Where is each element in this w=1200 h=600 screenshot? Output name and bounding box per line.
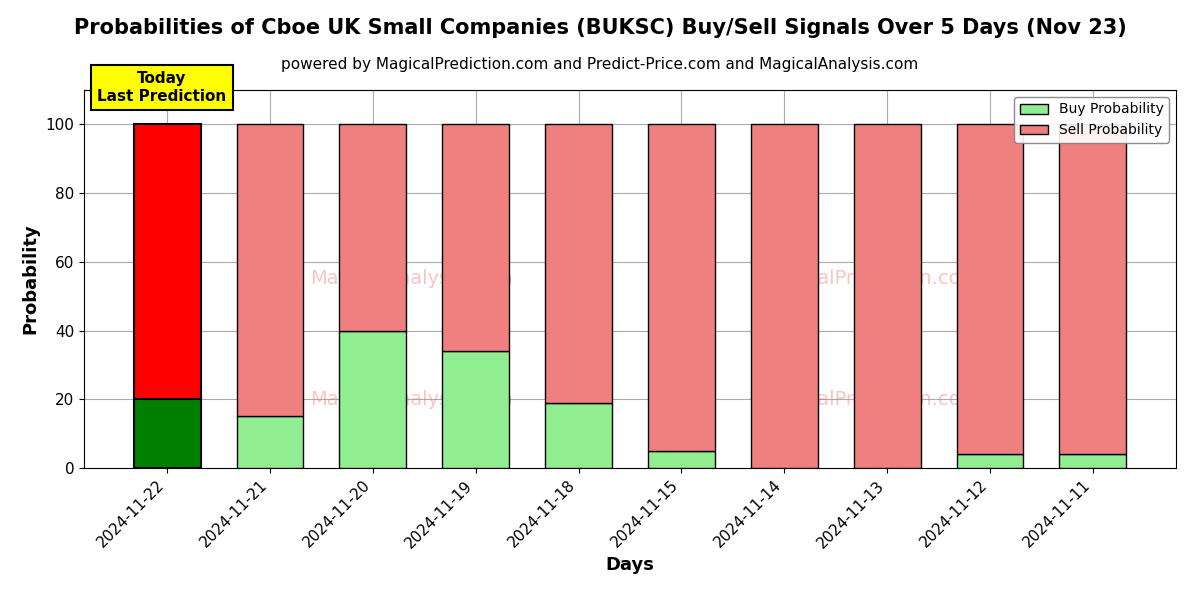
Bar	[956, 124, 1024, 454]
Bar	[751, 124, 817, 468]
Bar	[648, 124, 715, 451]
Bar	[545, 124, 612, 403]
Bar	[133, 399, 200, 468]
Bar	[133, 124, 200, 399]
Bar	[236, 416, 304, 468]
Text: Probabilities of Cboe UK Small Companies (BUKSC) Buy/Sell Signals Over 5 Days (N: Probabilities of Cboe UK Small Companies…	[73, 18, 1127, 38]
Text: MagicalPrediction.com: MagicalPrediction.com	[761, 391, 980, 409]
Bar	[956, 454, 1024, 468]
Text: powered by MagicalPrediction.com and Predict-Price.com and MagicalAnalysis.com: powered by MagicalPrediction.com and Pre…	[281, 57, 919, 72]
Text: MagicalPrediction.com: MagicalPrediction.com	[761, 269, 980, 289]
Bar	[443, 124, 509, 351]
Bar	[340, 124, 407, 331]
Text: MagicalAnalysis.com: MagicalAnalysis.com	[311, 269, 512, 289]
Bar	[340, 331, 407, 468]
X-axis label: Days: Days	[606, 556, 654, 574]
Bar	[443, 351, 509, 468]
Bar	[545, 403, 612, 468]
Text: MagicalAnalysis.com: MagicalAnalysis.com	[311, 391, 512, 409]
Bar	[1060, 124, 1127, 454]
Bar	[236, 124, 304, 416]
Bar	[853, 124, 920, 468]
Text: Today
Last Prediction: Today Last Prediction	[97, 71, 227, 104]
Y-axis label: Probability: Probability	[22, 224, 40, 334]
Bar	[1060, 454, 1127, 468]
Bar	[648, 451, 715, 468]
Legend: Buy Probability, Sell Probability: Buy Probability, Sell Probability	[1014, 97, 1169, 143]
